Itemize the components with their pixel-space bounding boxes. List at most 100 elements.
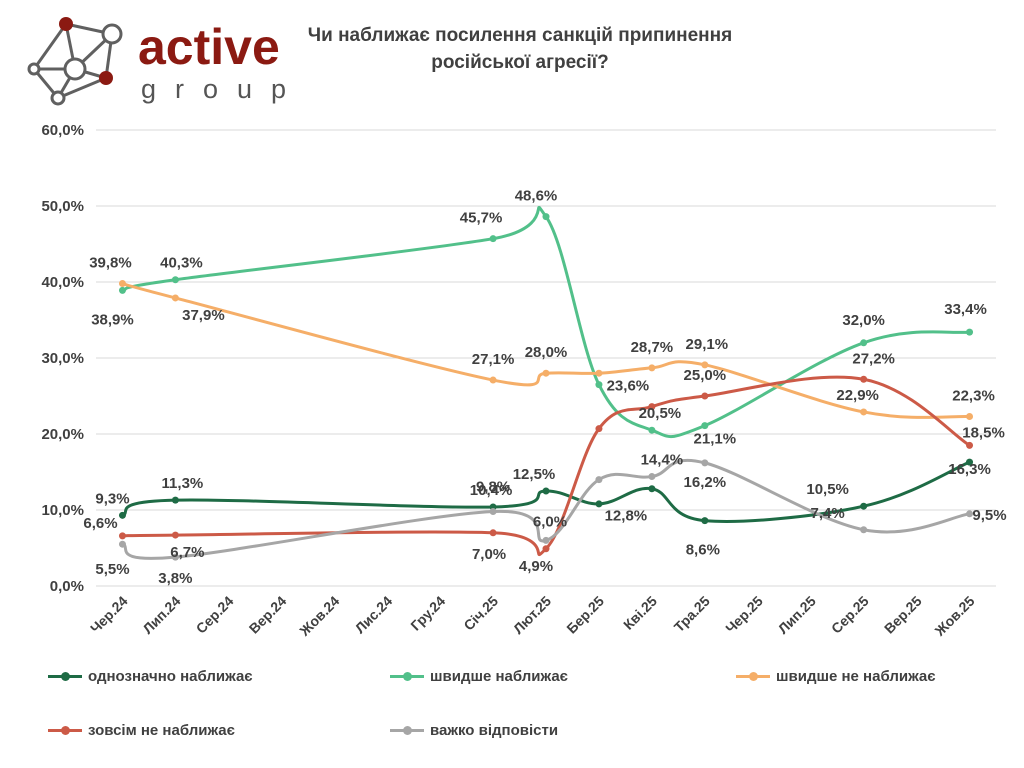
data-label: 11,3% bbox=[162, 475, 204, 492]
data-label: 10,5% bbox=[806, 481, 849, 498]
chart-title: Чи наближає посилення санкцій припинення… bbox=[307, 25, 733, 73]
series-line bbox=[122, 205, 970, 439]
x-tick-label: Гру.24 bbox=[407, 593, 448, 634]
data-label: 38,9% bbox=[91, 311, 134, 328]
series-line bbox=[122, 282, 970, 419]
active-group-logo: active group bbox=[27, 17, 305, 106]
x-tick-label: Чер.25 bbox=[722, 593, 766, 637]
data-label: 12,8% bbox=[605, 508, 648, 525]
data-label: 7,4% bbox=[811, 505, 845, 522]
data-label: 4,9% bbox=[519, 558, 553, 575]
data-point bbox=[542, 487, 550, 495]
y-tick-label: 60,0% bbox=[41, 122, 84, 139]
data-label: 21,1% bbox=[694, 431, 737, 448]
data-label: 20,5% bbox=[639, 405, 682, 422]
x-tick-label: Сер.25 bbox=[828, 593, 872, 637]
data-label: 45,7% bbox=[460, 210, 503, 227]
data-point bbox=[595, 381, 603, 389]
data-point bbox=[860, 375, 868, 383]
data-point bbox=[171, 531, 179, 539]
data-point bbox=[542, 545, 550, 553]
data-point bbox=[171, 553, 179, 561]
data-labels: 9,3% 11,3% 10,4%12,5% 12,8% 8,6% 10,5% 16,3% 38… bbox=[83, 188, 1006, 587]
data-label: 8,6% bbox=[686, 542, 720, 559]
data-point bbox=[595, 425, 603, 433]
data-label: 14,4% bbox=[641, 452, 684, 469]
data-label: 9,5% bbox=[972, 507, 1006, 524]
data-label: 23,6% bbox=[607, 378, 650, 395]
series-line bbox=[122, 375, 971, 557]
y-tick-label: 10,0% bbox=[41, 502, 84, 519]
y-tick-label: 40,0% bbox=[41, 274, 84, 291]
y-tick-label: 20,0% bbox=[41, 426, 84, 443]
x-tick-label: Жов.24 bbox=[296, 593, 343, 640]
series-line bbox=[121, 458, 970, 560]
data-point bbox=[489, 508, 497, 516]
data-point bbox=[595, 369, 603, 377]
x-axis: Чер.24 Лип.24 Сер.24 Вер.24 Жов.24 Лис.24 Гру.… bbox=[87, 593, 978, 640]
data-label: 22,3% bbox=[952, 388, 995, 405]
data-label: 25,0% bbox=[684, 367, 727, 384]
x-tick-label: Лют.25 bbox=[510, 593, 554, 637]
data-point bbox=[701, 517, 709, 525]
data-point bbox=[966, 413, 974, 421]
x-tick-label: Лис.24 bbox=[352, 593, 396, 637]
logo-wordmark: active bbox=[138, 19, 280, 75]
y-tick-label: 50,0% bbox=[41, 198, 84, 215]
data-point bbox=[595, 500, 603, 508]
data-point bbox=[966, 458, 974, 466]
data-point bbox=[966, 328, 974, 336]
data-point bbox=[701, 422, 709, 430]
data-label: 28,7% bbox=[631, 339, 674, 356]
data-label: 32,0% bbox=[842, 312, 885, 329]
data-label: 18,5% bbox=[962, 424, 1005, 441]
data-label: 27,2% bbox=[852, 350, 895, 367]
data-point bbox=[118, 286, 126, 294]
data-label: 5,5% bbox=[95, 561, 129, 578]
data-point bbox=[118, 280, 126, 288]
data-label: 28,0% bbox=[525, 344, 568, 361]
data-label: 10,4% bbox=[470, 482, 513, 499]
data-point bbox=[860, 339, 868, 347]
data-label: 16,2% bbox=[684, 474, 727, 491]
data-label: 16,3% bbox=[948, 461, 991, 478]
data-point bbox=[860, 408, 868, 416]
data-label: 33,4% bbox=[944, 301, 987, 318]
y-axis: 0,0% 10,0% 20,0% 30,0% 40,0% 50,0% 60,0% bbox=[41, 122, 84, 595]
data-label: 6,0% bbox=[533, 513, 567, 530]
data-label: 12,5% bbox=[513, 466, 556, 483]
data-point bbox=[648, 485, 656, 493]
x-tick-label: Вер.25 bbox=[881, 593, 925, 637]
data-point bbox=[595, 476, 603, 484]
data-point bbox=[118, 532, 126, 540]
data-point bbox=[860, 526, 868, 534]
logo-subtitle: group bbox=[141, 74, 305, 104]
x-tick-label: Кві.25 bbox=[620, 593, 660, 633]
data-point bbox=[118, 511, 126, 519]
data-point bbox=[701, 459, 709, 467]
series-lines bbox=[118, 205, 974, 561]
data-point bbox=[648, 364, 656, 372]
data-point bbox=[648, 426, 656, 434]
x-tick-label: Сер.24 bbox=[193, 593, 237, 637]
data-point bbox=[542, 213, 550, 221]
data-point bbox=[489, 529, 497, 537]
data-label: 29,1% bbox=[686, 336, 729, 353]
x-tick-label: Чер.24 bbox=[87, 593, 131, 637]
data-point bbox=[171, 294, 179, 302]
data-point bbox=[171, 496, 179, 504]
data-point bbox=[860, 502, 868, 510]
data-label: 9,3% bbox=[95, 490, 129, 507]
x-tick-label: Вер.24 bbox=[246, 593, 290, 637]
y-tick-label: 30,0% bbox=[41, 350, 84, 367]
x-tick-label: Жов.25 bbox=[931, 593, 978, 640]
data-label: 27,1% bbox=[472, 351, 515, 368]
data-point bbox=[171, 276, 179, 284]
data-point bbox=[648, 403, 656, 411]
data-point bbox=[701, 392, 709, 400]
data-label: 9,8% bbox=[476, 479, 510, 496]
data-point bbox=[489, 235, 497, 243]
data-point bbox=[648, 473, 656, 481]
data-label: 37,9% bbox=[182, 307, 225, 324]
